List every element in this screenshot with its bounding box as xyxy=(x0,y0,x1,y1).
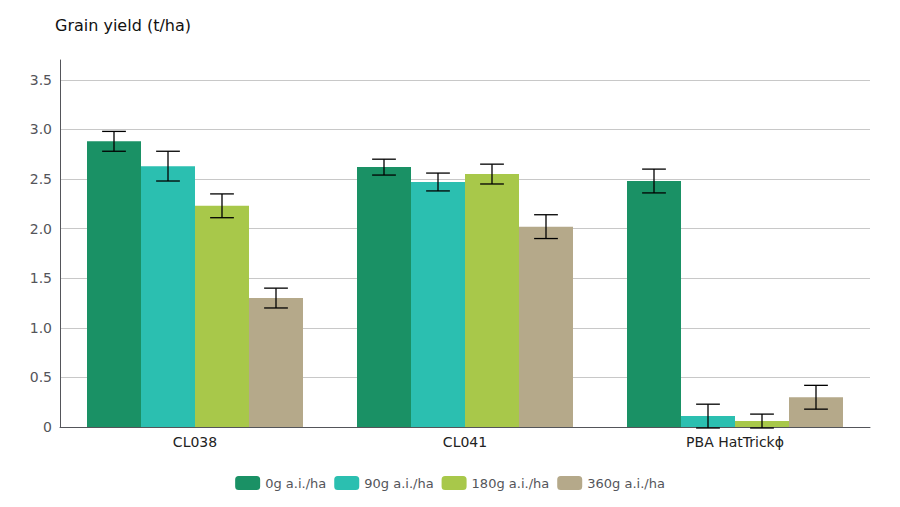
svg-text:CL038: CL038 xyxy=(173,434,217,450)
svg-text:0: 0 xyxy=(43,419,52,435)
svg-text:1.0: 1.0 xyxy=(30,320,52,336)
svg-text:CL041: CL041 xyxy=(443,434,487,450)
svg-text:2.0: 2.0 xyxy=(30,221,52,237)
svg-text:360g a.i./ha: 360g a.i./ha xyxy=(587,476,665,491)
svg-text:2.5: 2.5 xyxy=(30,171,52,187)
svg-text:PBA HatTrickϕ: PBA HatTrickϕ xyxy=(686,434,784,450)
svg-text:Grain yield (t/ha): Grain yield (t/ha) xyxy=(55,16,191,35)
svg-text:3.5: 3.5 xyxy=(30,72,52,88)
svg-text:1.5: 1.5 xyxy=(30,270,52,286)
svg-text:3.0: 3.0 xyxy=(30,121,52,137)
svg-text:90g a.i./ha: 90g a.i./ha xyxy=(364,476,433,491)
svg-text:0g a.i./ha: 0g a.i./ha xyxy=(265,476,326,491)
svg-text:0.5: 0.5 xyxy=(30,369,52,385)
svg-text:180g a.i./ha: 180g a.i./ha xyxy=(472,476,550,491)
